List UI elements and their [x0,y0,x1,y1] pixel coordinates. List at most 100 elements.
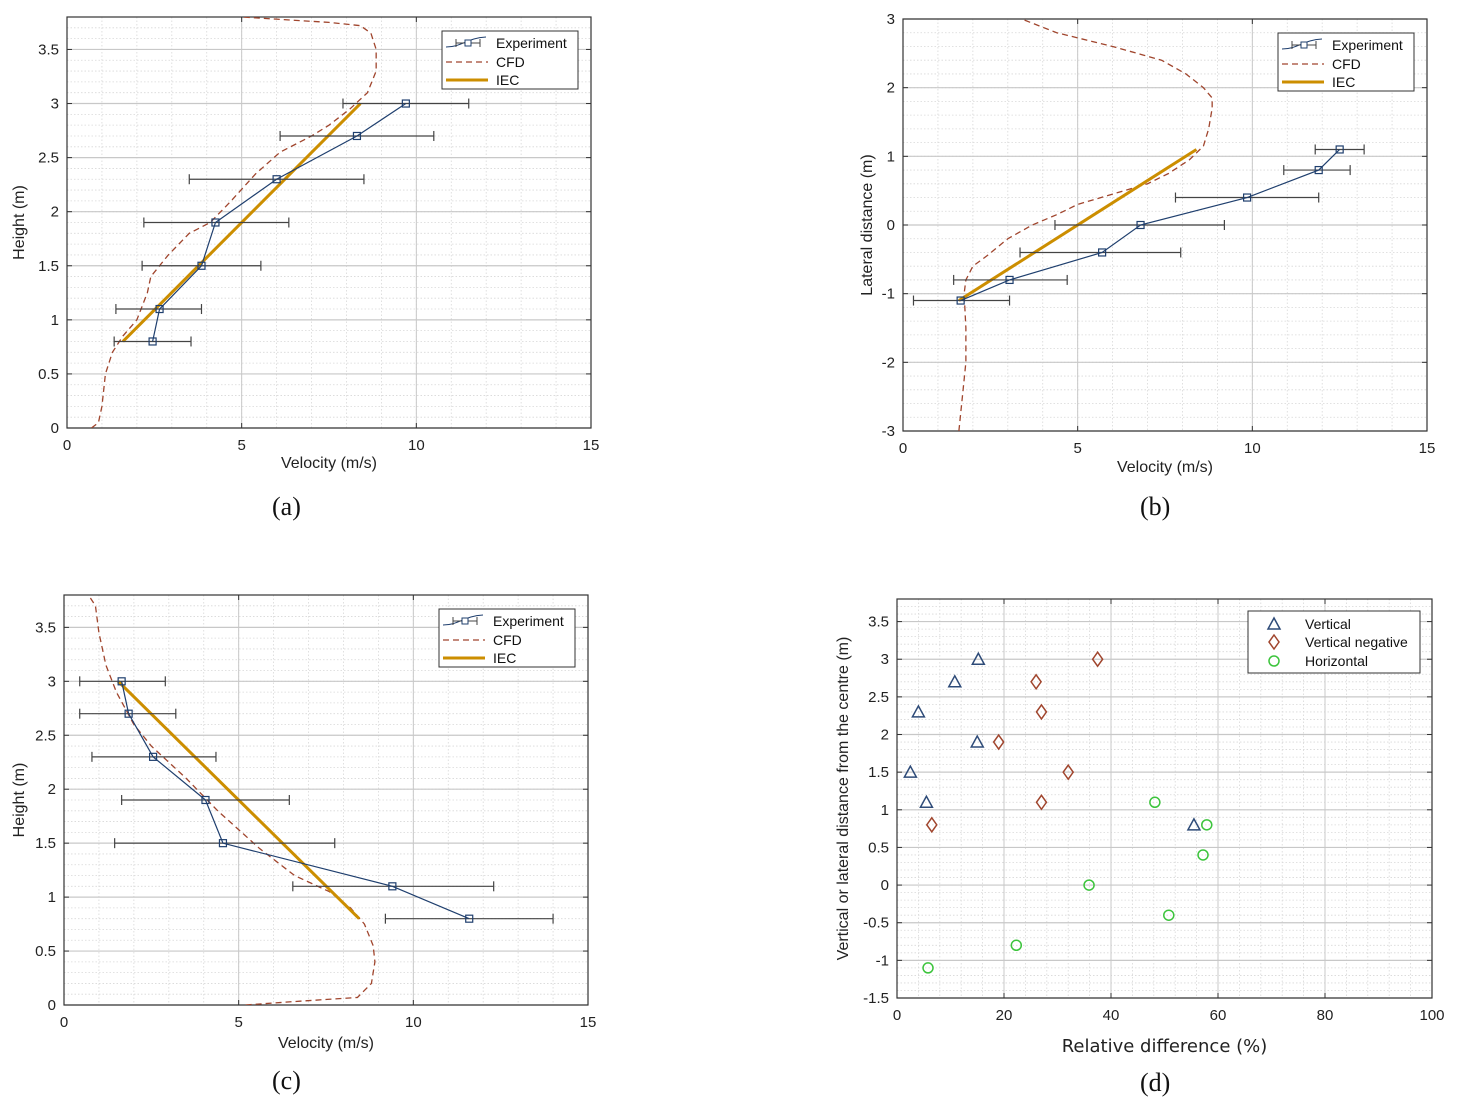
experiment-marker [1242,193,1252,202]
y-tick-label: -1 [882,286,895,303]
y-axis-label: Lateral distance (m) [859,154,876,295]
series-layer [79,595,554,1005]
vertical-negative-point [1035,703,1048,721]
y-tick-label: 0.5 [868,839,889,856]
vertical-point [911,704,926,718]
series-layer [903,650,1213,974]
vertical-point [903,764,918,778]
y-tick-label: 3.5 [35,619,56,636]
experiment-marker [211,218,220,227]
vertical-point [969,734,985,748]
y-tick-label: 0.5 [35,943,56,960]
y-tick-label: -1 [876,952,889,969]
experiment-marker [465,914,474,923]
vertical-point [947,674,963,688]
cfd-line [958,19,1213,431]
y-tick-label: 1 [51,312,59,329]
panel-c: 0 5 10 15 0 0.5 1 1.5 2 2.5 3 3.5 Velocity (m/s) Heig… [0,580,620,1065]
y-tick-label: -1.5 [863,990,889,1007]
caption-c: (c) [272,1066,301,1095]
vertical-point [1186,817,1202,831]
legend-experiment-marker [1300,41,1308,49]
cfd-line [91,17,377,428]
x-tick-label: 10 [405,1014,422,1031]
y-tick-label: 3.5 [38,41,59,58]
vertical-negative-point [992,733,1005,751]
y-tick-label: 1.5 [38,258,59,275]
y-tick-label: 2 [51,204,59,221]
y-tick-label: 3 [881,651,889,668]
y-tick-label: 2 [881,727,889,744]
legend-label: IEC [1332,74,1355,90]
x-tick-label: 5 [1073,440,1081,457]
experiment-marker [1005,275,1014,285]
experiment-marker [124,709,133,718]
y-tick-label: 1 [881,802,889,819]
legend-label: CFD [493,632,522,648]
y-tick-label: 0 [51,420,59,437]
experiment-marker [388,882,397,891]
vertical-negative-point [1035,793,1048,811]
legend-diamond-icon [1268,633,1280,651]
y-tick-label: 0 [887,217,895,234]
y-axis-label: Height (m) [11,185,28,260]
experiment-marker [197,261,206,270]
horizontal-point [1083,879,1095,891]
y-tick-label: 3 [51,96,59,113]
y-tick-label: 2.5 [38,150,59,167]
y-tick-label: 3 [48,673,56,690]
legend-experiment-marker [461,617,469,625]
experiment-marker [148,337,157,346]
experiment-line [152,103,407,342]
legend-label: Experiment [493,613,564,629]
y-axis-label: Height (m) [11,763,28,838]
chart-d-relative-difference: 0 20 40 60 80 100 -1.5 -1 -0.5 0 0.5 1 1.5 2 2.5 3 3.5 Re… [835,598,1445,1057]
y-tick-label: 3.5 [868,614,889,631]
series-layer [912,19,1365,431]
x-axis-label: Velocity (m/s) [1117,459,1213,476]
y-tick-label: 0 [881,877,889,894]
chart-c-velocity-height: 0 5 10 15 0 0.5 1 1.5 2 2.5 3 3.5 Velocity (m/s) Heig… [11,594,596,1052]
y-tick-label: 1 [887,148,895,165]
vertical-negative-point [1062,763,1075,781]
y-tick-label: 2.5 [35,727,56,744]
x-tick-label: 0 [893,1007,901,1024]
x-axis-label: Velocity (m/s) [281,455,377,472]
x-tick-label: 60 [1210,1007,1227,1024]
x-tick-label: 15 [1419,440,1436,457]
y-tick-label: 2.5 [868,689,889,706]
x-axis-label: Relative difference (%) [1062,1036,1268,1057]
experiment-marker [1314,165,1323,175]
y-tick-label: 2 [48,781,56,798]
legend: Vertical Vertical negative Horizontal [1247,610,1421,674]
experiment-marker [401,99,410,108]
experiment-marker [1136,220,1145,230]
x-tick-label: 0 [899,440,907,457]
legend-label: IEC [493,650,516,666]
x-tick-label: 100 [1419,1007,1444,1024]
experiment-marker [155,304,164,314]
vertical-point [919,794,934,809]
experiment-marker [352,131,362,141]
experiment-marker [1335,145,1344,154]
legend-label: Vertical negative [1305,634,1408,650]
y-tick-label: -0.5 [863,915,889,932]
series-layer [91,17,470,428]
y-tick-label: 1.5 [868,764,889,781]
axes-box [63,594,589,1006]
x-tick-label: 40 [1103,1007,1120,1024]
panel-a: 0 5 10 15 0 0.5 1 1.5 2 2.5 3 3.5 Velocity (m/s) Heig… [0,0,620,485]
horizontal-point [1010,939,1023,952]
y-tick-label: 1 [48,889,56,906]
legend-label: IEC [496,72,519,88]
experiment-marker [1098,248,1107,257]
legend-experiment-marker [464,39,472,47]
experiment-line [960,149,1341,302]
legend-label: CFD [1332,56,1361,72]
horizontal-point [1149,796,1161,809]
horizontal-point [922,962,934,974]
y-tick-label: 2 [887,80,895,97]
experiment-marker [272,175,281,184]
x-tick-label: 0 [60,1014,68,1031]
y-axis-label: Vertical or lateral distance from the ce… [835,637,852,961]
